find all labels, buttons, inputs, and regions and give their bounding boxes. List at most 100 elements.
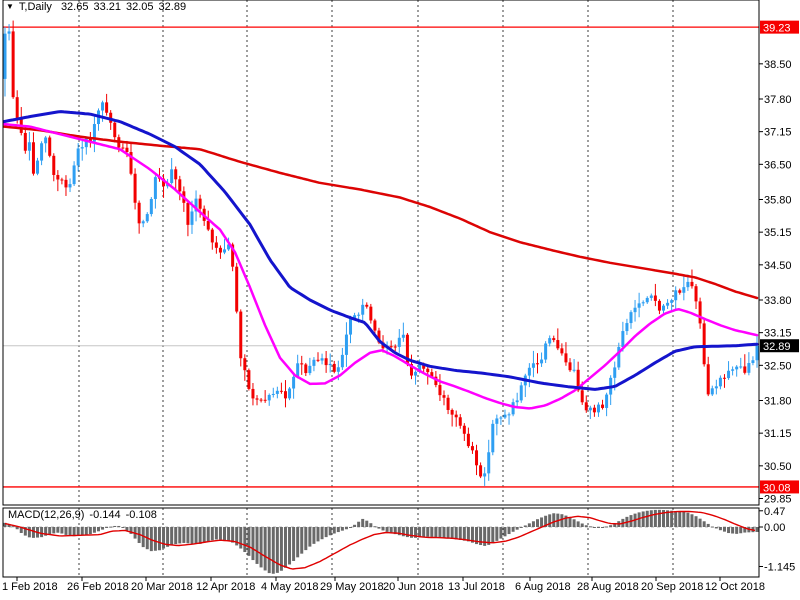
candle-body bbox=[483, 473, 487, 477]
ma-line-fast-magenta[interactable] bbox=[2, 122, 759, 410]
macd-histogram-bar bbox=[210, 527, 214, 541]
ma-line-slow-blue[interactable] bbox=[2, 110, 759, 391]
candle-body bbox=[121, 147, 125, 149]
candle-body bbox=[426, 368, 430, 373]
macd-histogram-bar bbox=[166, 527, 170, 547]
macd-histogram-bar bbox=[385, 527, 389, 532]
macd-histogram-bar bbox=[666, 510, 670, 527]
candle-body bbox=[255, 398, 259, 400]
macd-histogram-bar bbox=[515, 527, 519, 530]
candle-body bbox=[560, 348, 564, 354]
macd-histogram-bar bbox=[129, 527, 133, 534]
candle-body bbox=[556, 340, 560, 349]
macd-tick-label: -1.145 bbox=[764, 561, 795, 573]
date-label[interactable]: 12 Apr 2018 bbox=[196, 581, 255, 593]
candle-body bbox=[731, 369, 735, 371]
candle-body bbox=[125, 147, 129, 153]
macd-histogram-bar bbox=[304, 527, 308, 551]
candle-body bbox=[300, 363, 304, 365]
candle-body bbox=[511, 402, 515, 415]
date-label[interactable]: 4 May 2018 bbox=[261, 581, 318, 593]
candle-body bbox=[735, 366, 739, 370]
macd-signal-line[interactable] bbox=[4, 510, 756, 570]
macd-histogram-bar bbox=[531, 521, 535, 527]
macd-histogram-bar bbox=[328, 527, 332, 536]
candle-body bbox=[747, 363, 751, 373]
macd-histogram-bar bbox=[718, 527, 722, 531]
date-label[interactable]: 26 Feb 2018 bbox=[67, 581, 129, 593]
candle-body bbox=[389, 346, 393, 348]
candle-body bbox=[23, 132, 27, 151]
macd-histogram-bar bbox=[227, 527, 231, 541]
candle-body bbox=[72, 165, 76, 185]
macd-histogram-bar bbox=[739, 527, 743, 534]
macd-histogram-bar bbox=[68, 527, 72, 536]
macd-histogram-bar bbox=[743, 527, 747, 533]
candle-body bbox=[247, 370, 251, 389]
macd-histogram-bar bbox=[324, 527, 328, 538]
macd-histogram-bar bbox=[540, 517, 544, 527]
macd-histogram-bar bbox=[365, 520, 369, 527]
candle-body bbox=[251, 388, 255, 399]
candle-body bbox=[601, 404, 605, 408]
candle-body bbox=[625, 323, 629, 332]
macd-histogram-bar bbox=[507, 527, 511, 535]
macd-histogram-bar bbox=[52, 527, 56, 534]
candle-body bbox=[475, 450, 479, 466]
candle-body bbox=[662, 305, 666, 311]
price-tick-label: 38.50 bbox=[764, 59, 792, 71]
candle-body bbox=[649, 295, 653, 298]
date-label[interactable]: 6 Aug 2018 bbox=[515, 581, 571, 593]
price-badge-label: 32.89 bbox=[763, 341, 791, 353]
candle-body bbox=[60, 179, 64, 181]
price-badge bbox=[760, 480, 799, 494]
macd-histogram-bar bbox=[560, 514, 564, 527]
candle-body bbox=[442, 395, 446, 398]
candle-body bbox=[495, 418, 499, 424]
date-label[interactable]: 13 Jul 2018 bbox=[448, 581, 505, 593]
macd-histogram-bar bbox=[645, 510, 649, 527]
candle-body bbox=[263, 399, 267, 401]
candle-body bbox=[92, 124, 96, 142]
date-label[interactable]: 12 Oct 2018 bbox=[705, 581, 765, 593]
macd-histogram-bar bbox=[613, 523, 617, 527]
macd-histogram-bar bbox=[292, 527, 296, 561]
collapse-triangle-icon[interactable]: ▼ bbox=[6, 2, 14, 11]
macd-histogram-bar bbox=[657, 509, 661, 527]
price-badge-label: 30.08 bbox=[763, 482, 791, 494]
price-tick-label: 37.80 bbox=[764, 94, 792, 106]
date-label[interactable]: 20 Mar 2018 bbox=[131, 581, 193, 593]
main-plot-frame bbox=[2, 0, 760, 506]
macd-histogram-bar bbox=[727, 527, 731, 534]
candle-body bbox=[629, 312, 633, 324]
macd-histogram-bar bbox=[182, 527, 186, 543]
candle-body bbox=[365, 304, 369, 307]
macd-histogram-bar bbox=[702, 521, 706, 527]
macd-histogram-bar bbox=[72, 527, 76, 537]
candle-body bbox=[133, 173, 137, 203]
macd-histogram-bar bbox=[670, 510, 674, 527]
macd-histogram-bar bbox=[446, 527, 450, 539]
candle-body bbox=[674, 290, 678, 301]
macd-histogram-bar bbox=[731, 527, 735, 534]
price-tick-label: 29.85 bbox=[764, 493, 792, 505]
date-label[interactable]: 20 Sep 2018 bbox=[641, 581, 703, 593]
date-label[interactable]: 20 Jun 2018 bbox=[383, 581, 444, 593]
candle-body bbox=[231, 244, 235, 267]
date-label[interactable]: 29 May 2018 bbox=[320, 581, 384, 593]
macd-histogram-bar bbox=[706, 523, 710, 527]
macd-histogram-bar bbox=[218, 527, 222, 540]
macd-histogram-bar bbox=[568, 517, 572, 527]
price-axis: 38.50 37.80 37.15 36.50 35.80 35.15 34.50 33.80… bbox=[759, 20, 799, 505]
candle-body bbox=[68, 184, 72, 188]
ma-line-long-red[interactable] bbox=[2, 125, 759, 300]
macd-histogram-bar bbox=[548, 514, 552, 527]
date-label[interactable]: 28 Aug 2018 bbox=[577, 581, 639, 593]
macd-histogram-bar bbox=[552, 513, 556, 527]
macd-histogram-bar bbox=[361, 518, 365, 527]
macd-histogram-bar bbox=[373, 526, 377, 528]
macd-histogram-bar bbox=[259, 527, 263, 568]
date-label[interactable]: 1 Feb 2018 bbox=[2, 581, 58, 593]
ohlc-open-value: 32.65 bbox=[60, 1, 89, 13]
